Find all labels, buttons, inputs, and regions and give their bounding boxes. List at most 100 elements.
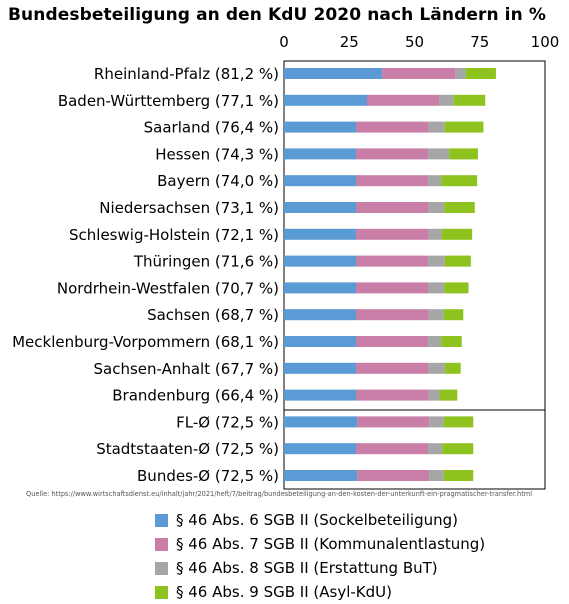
- bar-segment: [356, 282, 429, 294]
- bar-segment: [442, 443, 474, 455]
- bar-segment: [357, 470, 430, 481]
- legend-swatch: [155, 561, 168, 575]
- bar-segment: [428, 255, 445, 267]
- legend-item: § 46 Abs. 7 SGB II (Kommunalentlastung): [155, 532, 485, 556]
- category-label: Schleswig-Holstein (72,1 %): [69, 226, 279, 244]
- category-label: FL-Ø (72,5 %): [176, 413, 279, 431]
- x-tick-label: 100: [531, 33, 560, 51]
- bar-segment: [284, 228, 357, 240]
- bar-segment: [441, 175, 478, 187]
- legend-label: § 46 Abs. 9 SGB II (Asyl-KdU): [176, 583, 392, 601]
- bar-segment: [284, 202, 357, 213]
- bar-segment: [356, 336, 429, 347]
- bar-segment: [284, 94, 367, 106]
- legend-label: § 46 Abs. 8 SGB II (Erstattung BuT): [176, 559, 438, 577]
- bar-segment: [428, 175, 442, 187]
- bar-segment: [465, 68, 496, 79]
- bar-segment: [356, 175, 429, 187]
- bar-segment: [284, 282, 357, 294]
- legend-item: § 46 Abs. 9 SGB II (Asyl-KdU): [155, 580, 485, 604]
- bar-segment: [356, 121, 429, 133]
- category-label: Bayern (74,0 %): [157, 172, 279, 190]
- bar-segment: [444, 282, 469, 294]
- x-tick-label: 0: [279, 33, 289, 51]
- bar-segment: [455, 68, 466, 79]
- category-label: Niedersachsen (73,1 %): [99, 199, 279, 217]
- bar-segment: [439, 94, 454, 106]
- category-label: Stadtstaaten-Ø (72,5 %): [96, 440, 279, 458]
- bar-segment: [284, 389, 357, 401]
- bar-segment: [428, 336, 442, 347]
- bar-segment: [356, 148, 429, 160]
- chart-title: Bundesbeteiligung an den KdU 2020 nach L…: [8, 5, 546, 25]
- bar-segment: [444, 255, 471, 267]
- source-note: Quelle: https://www.wirtschaftsdienst.eu…: [26, 490, 533, 498]
- bar-segment: [284, 255, 357, 267]
- bar-segment: [428, 443, 443, 455]
- bar-segment: [284, 362, 357, 374]
- bar-segment: [382, 68, 456, 79]
- legend: § 46 Abs. 6 SGB II (Sockelbeteiligung) § …: [155, 508, 485, 604]
- bar-segment: [428, 148, 450, 160]
- bar-segment: [428, 362, 445, 374]
- legend-item: § 46 Abs. 8 SGB II (Erstattung BuT): [155, 556, 485, 580]
- bar-segment: [356, 202, 429, 213]
- legend-label: § 46 Abs. 6 SGB II (Sockelbeteiligung): [176, 511, 459, 529]
- bar-segment: [284, 336, 357, 347]
- x-tick-label: 25: [340, 33, 359, 51]
- bar-segment: [444, 121, 484, 133]
- bar-segment: [444, 362, 461, 374]
- bar-segment: [356, 228, 429, 240]
- x-tick-label: 50: [405, 33, 424, 51]
- category-label: Mecklenburg-Vorpommern (68,1 %): [12, 333, 279, 351]
- bar-segment: [441, 228, 473, 240]
- category-label: Hessen (74,3 %): [155, 145, 279, 163]
- category-label: Brandenburg (66,4 %): [112, 387, 279, 405]
- bar-segment: [428, 282, 445, 294]
- bar-segment: [356, 362, 429, 374]
- category-label: Nordrhein-Westfalen (70,7 %): [57, 279, 279, 297]
- bar-segment: [366, 94, 440, 106]
- legend-swatch: [155, 537, 168, 551]
- category-label: Baden-Württemberg (77,1 %): [58, 92, 279, 110]
- legend-label: § 46 Abs. 7 SGB II (Kommunalentlastung): [176, 535, 486, 553]
- bar-segment: [284, 416, 358, 428]
- bar-segment: [441, 336, 462, 347]
- bar-segment: [284, 470, 358, 481]
- bar-segment: [439, 389, 458, 401]
- x-tick-label: 75: [470, 33, 489, 51]
- bar-segment: [429, 470, 444, 481]
- bar-segment: [356, 309, 429, 321]
- bar-segment: [356, 443, 429, 455]
- legend-item: § 46 Abs. 6 SGB II (Sockelbeteiligung): [155, 508, 485, 532]
- bar-segment: [449, 148, 478, 160]
- bar-segment: [444, 202, 475, 213]
- category-label: Thüringen (71,6 %): [133, 253, 279, 271]
- bar-segment: [443, 309, 464, 321]
- bar-segment: [428, 389, 440, 401]
- bar-segment: [284, 309, 357, 321]
- plot-frame: [283, 60, 546, 490]
- bar-segment: [453, 94, 486, 106]
- bar-segment: [357, 416, 430, 428]
- bar-segment: [284, 175, 357, 187]
- bar-segment: [428, 228, 442, 240]
- category-label: Sachsen (68,7 %): [147, 306, 279, 324]
- category-label: Saarland (76,4 %): [144, 119, 279, 137]
- bar-segment: [284, 148, 357, 160]
- bar-segment: [284, 443, 357, 455]
- bar-segment: [428, 309, 444, 321]
- legend-swatch: [155, 585, 168, 599]
- bar-segment: [429, 416, 444, 428]
- bar-segment: [428, 121, 445, 133]
- bar-segment: [428, 202, 445, 213]
- bar-segment: [356, 389, 429, 401]
- category-label: Bundes-Ø (72,5 %): [137, 467, 279, 485]
- bar-segment: [443, 416, 474, 428]
- legend-swatch: [155, 513, 168, 527]
- bar-segment: [284, 121, 357, 133]
- category-label: Rheinland-Pfalz (81,2 %): [94, 65, 279, 83]
- bar-segment: [284, 68, 383, 79]
- bar-segment: [443, 470, 474, 481]
